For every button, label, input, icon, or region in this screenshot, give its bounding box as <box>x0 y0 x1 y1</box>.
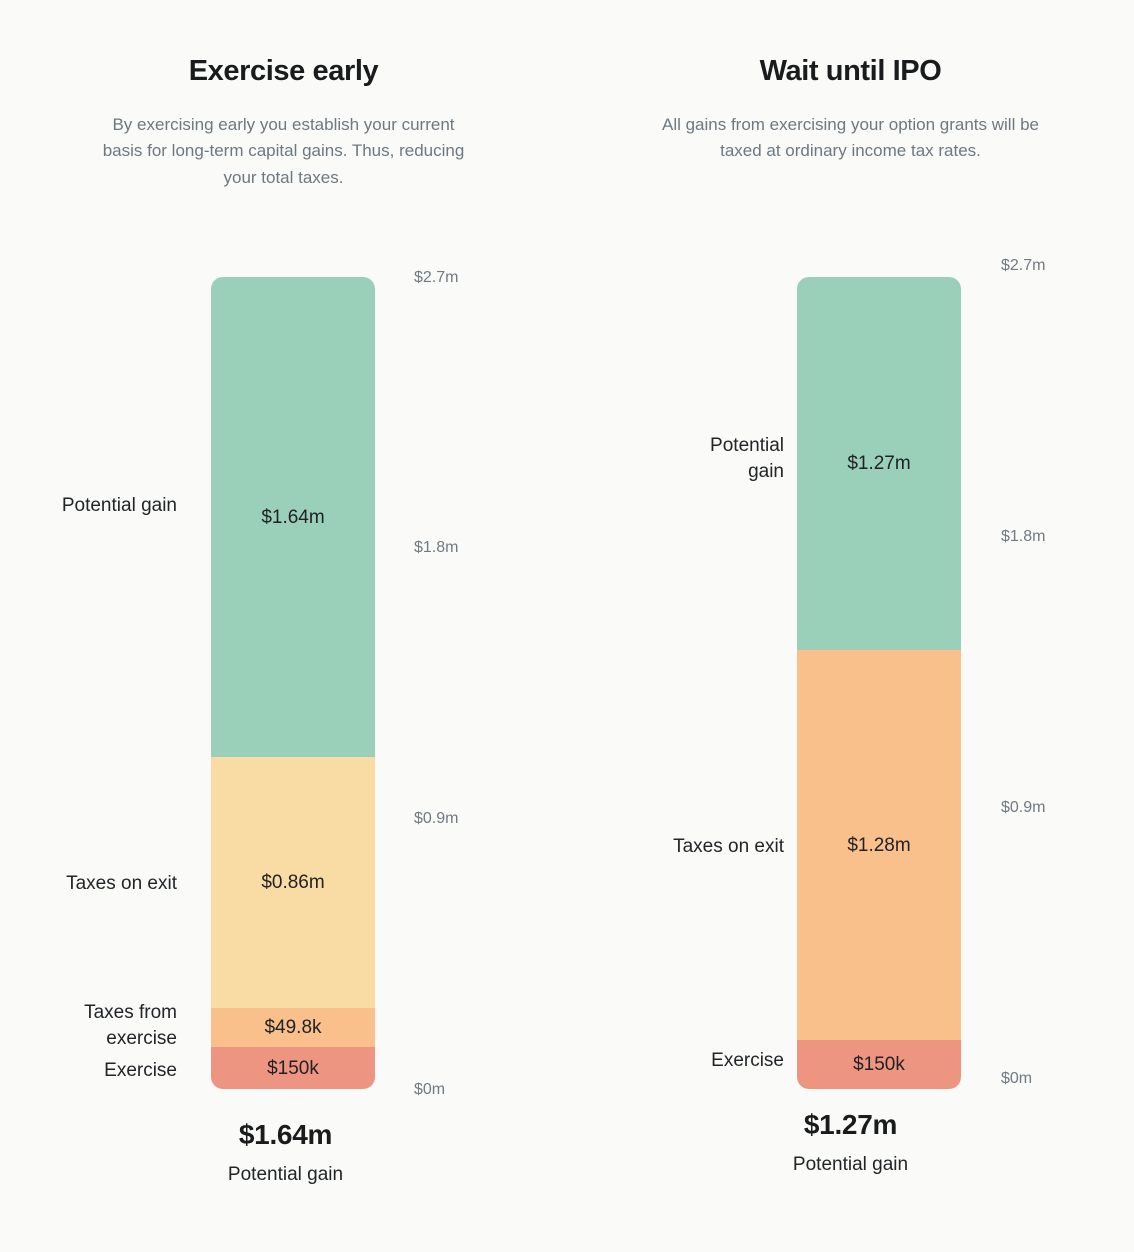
bar-segment-exercise[interactable]: $150k <box>797 1040 961 1089</box>
page-title-exercise-early: Exercise early <box>188 55 379 87</box>
page-title-wait-until-ipo: Wait until IPO <box>759 55 942 87</box>
y-tick-0_9m: $0.9m <box>414 810 459 827</box>
category-label-taxes-on-exit: Taxes on exit <box>673 836 784 857</box>
total-value-wait-until-ipo: $1.27m <box>803 1109 898 1140</box>
bar-segment-value-taxes-from-exercise: $49.8k <box>264 1017 322 1038</box>
panel-header-wait-until-ipo: Wait until IPO All gains from exercising… <box>567 55 1134 165</box>
bar-segment-value-taxes-on-exit: $0.86m <box>261 872 325 893</box>
bar-segment-potential-gain[interactable]: $1.27m <box>797 277 961 650</box>
bar-segment-potential-gain[interactable]: $1.64m <box>211 277 375 757</box>
y-tick-1_8m: $1.8m <box>414 539 459 556</box>
total-label-exercise-early: Potential gain <box>227 1163 344 1185</box>
category-label-taxes-on-exit: Taxes on exit <box>66 873 177 894</box>
bar-segment-taxes-on-exit[interactable]: $0.86m <box>211 757 375 1008</box>
category-label-potential-gain: Potential gain <box>710 435 784 482</box>
y-tick-0m: $0m <box>1001 1070 1033 1087</box>
bar-segment-value-exercise: $150k <box>267 1057 319 1079</box>
category-label-potential-gain: Potential gain <box>61 495 177 516</box>
bar-segment-value-potential-gain: $1.27m <box>847 453 911 474</box>
panel-subtitle-wait-until-ipo: All gains from exercising your option gr… <box>661 114 1039 161</box>
bar-segment-value-taxes-on-exit: $1.28m <box>847 834 911 856</box>
chart-wait-until-ipo: $2.7m $1.8m $0.9m $0m Potential gain Tax… <box>567 0 1134 1252</box>
category-label-taxes-from-exercise: Taxes from exercise <box>84 1002 177 1049</box>
bar-segment-taxes-from-exercise[interactable]: $49.8k <box>211 1008 375 1047</box>
panel-exercise-early: Exercise early By exercising early you e… <box>0 55 567 1186</box>
stacked-bar-exercise-early[interactable]: $1.64m $0.86m $49.8k $150k <box>211 277 375 1089</box>
total-wait-until-ipo: $1.27m Potential gain <box>567 1108 1134 1176</box>
stacked-bar-wait-until-ipo[interactable]: $1.27m $1.28m $150k <box>797 277 961 1089</box>
y-tick-0m: $0m <box>414 1081 446 1098</box>
total-value-exercise-early: $1.64m <box>238 1119 333 1150</box>
bar-segment-taxes-on-exit[interactable]: $1.28m <box>797 650 961 1040</box>
bar-segment-exercise[interactable]: $150k <box>211 1047 375 1089</box>
chart-exercise-early: $2.7m $1.8m $0.9m $0m Potential gain Tax… <box>0 269 567 1186</box>
category-label-exercise: Exercise <box>104 1060 177 1081</box>
y-tick-2_7m: $2.7m <box>414 269 459 286</box>
category-label-exercise: Exercise <box>711 1050 784 1071</box>
y-tick-0_9m: $0.9m <box>1001 799 1046 816</box>
bar-segment-value-potential-gain: $1.64m <box>261 506 325 528</box>
panel-wait-until-ipo: Wait until IPO All gains from exercising… <box>567 0 1134 1252</box>
bar-segment-value-exercise: $150k <box>853 1054 905 1075</box>
panel-subtitle-exercise-early: By exercising early you establish your c… <box>102 114 465 187</box>
y-tick-2_7m: $2.7m <box>1001 257 1046 274</box>
total-label-wait-until-ipo: Potential gain <box>792 1153 909 1175</box>
y-tick-1_8m: $1.8m <box>1001 528 1046 545</box>
panel-header-exercise-early: Exercise early By exercising early you e… <box>0 55 567 191</box>
total-exercise-early: $1.64m Potential gain <box>0 1118 567 1186</box>
